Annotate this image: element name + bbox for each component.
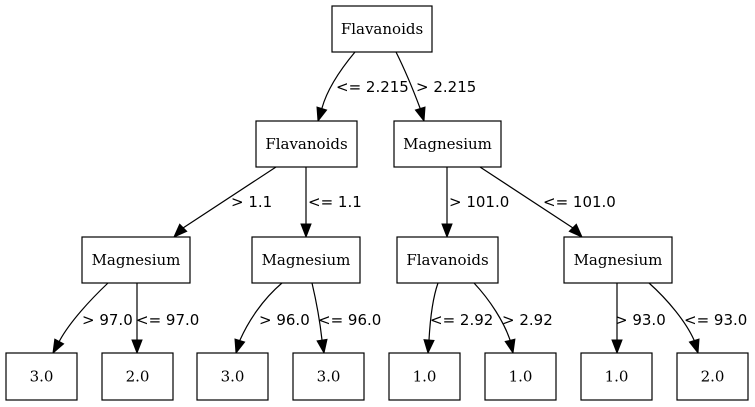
edge-label: <= 93.0: [684, 311, 747, 329]
edge-label: <= 97.0: [136, 311, 199, 329]
arrowhead: [300, 223, 312, 239]
arrowhead: [414, 106, 426, 123]
node-label: 2.0: [701, 368, 725, 386]
edge-line: [239, 282, 283, 341]
edge-line: [428, 282, 439, 341]
edge-label: > 93.0: [615, 311, 666, 329]
split-node-n0: Flavanoids: [331, 5, 433, 53]
split-node-n5: Flavanoids: [396, 236, 499, 284]
edge-n4-n9: > 96.0: [234, 282, 310, 355]
node-label: Flavanoids: [341, 20, 423, 38]
arrowhead: [504, 338, 516, 355]
node-label: 2.0: [126, 368, 150, 386]
edge-label: > 101.0: [449, 193, 509, 211]
node-label: 1.0: [509, 368, 533, 386]
node-box: [563, 236, 673, 284]
edge-label: > 96.0: [259, 311, 310, 329]
edge-label: <= 2.215: [336, 78, 409, 96]
arrowhead: [568, 223, 583, 238]
node-label: 3.0: [30, 368, 54, 386]
edge-n3-n8: <= 97.0: [131, 283, 199, 355]
node-label: Magnesium: [403, 135, 492, 153]
split-node-n6: Magnesium: [563, 236, 673, 284]
arrowhead: [316, 106, 328, 123]
edge-label: <= 96.0: [318, 311, 381, 329]
node-box: [580, 352, 653, 401]
node-label: Magnesium: [92, 251, 181, 269]
node-box: [101, 352, 174, 401]
arrowhead: [611, 339, 623, 355]
arrowhead: [131, 339, 143, 355]
arrowhead: [441, 223, 453, 239]
split-node-n2: Magnesium: [393, 120, 502, 168]
node-label: Magnesium: [262, 251, 351, 269]
leaf-node-n9: 3.0: [196, 352, 269, 401]
edge-n1-n4: <= 1.1: [300, 167, 362, 239]
node-label: Flavanoids: [406, 251, 488, 269]
node-label: Flavanoids: [265, 135, 347, 153]
arrowhead: [316, 338, 328, 355]
leaf-node-n10: 3.0: [292, 352, 365, 401]
edge-n6-n13: > 93.0: [611, 283, 666, 355]
split-node-n3: Magnesium: [81, 236, 191, 284]
edge-n3-n7: > 97.0: [52, 282, 133, 355]
edges-layer: <= 2.215 > 2.215 > 1.1 <= 1.1 > 101.0 <= 101.…: [52, 51, 747, 355]
split-node-n4: Magnesium: [251, 236, 361, 284]
leaf-node-n11: 1.0: [388, 352, 461, 401]
edge-n2-n6: <= 101.0: [479, 166, 616, 238]
node-label: 3.0: [317, 368, 341, 386]
node-box: [196, 352, 269, 401]
arrowhead: [173, 223, 188, 238]
edge-line: [321, 51, 356, 109]
node-label: 3.0: [221, 368, 245, 386]
node-box: [255, 120, 358, 168]
node-label: 1.0: [413, 368, 437, 386]
edge-n4-n10: <= 96.0: [311, 282, 381, 355]
edge-n6-n14: <= 93.0: [648, 282, 747, 355]
node-box: [388, 352, 461, 401]
leaf-node-n13: 1.0: [580, 352, 653, 401]
node-label: 1.0: [605, 368, 629, 386]
edge-label: > 1.1: [231, 193, 272, 211]
edge-n1-n3: > 1.1: [173, 166, 277, 238]
edge-label: <= 1.1: [308, 193, 362, 211]
node-box: [676, 352, 749, 401]
edge-line: [648, 282, 695, 341]
node-label: Magnesium: [574, 251, 663, 269]
node-box: [396, 236, 499, 284]
edge-label: > 97.0: [82, 311, 133, 329]
edge-label: <= 2.92: [430, 311, 493, 329]
edge-n2-n5: > 101.0: [441, 167, 509, 239]
edge-n0-n1: <= 2.215: [316, 51, 409, 123]
arrowhead: [688, 338, 700, 355]
node-box: [251, 236, 361, 284]
arrowhead: [423, 339, 435, 355]
leaf-node-n7: 3.0: [5, 352, 78, 401]
edge-label: > 2.215: [416, 78, 476, 96]
edge-n5-n12: > 2.92: [473, 282, 553, 355]
nodes-layer: Flavanoids Flavanoids Magnesium Magnesium Ma…: [5, 5, 749, 401]
arrowhead: [234, 338, 246, 355]
node-box: [292, 352, 365, 401]
edge-label: <= 101.0: [543, 193, 616, 211]
edge-n5-n11: <= 2.92: [423, 282, 493, 355]
node-box: [5, 352, 78, 401]
node-box: [81, 236, 191, 284]
split-node-n1: Flavanoids: [255, 120, 358, 168]
node-box: [393, 120, 502, 168]
node-box: [331, 5, 433, 53]
leaf-node-n12: 1.0: [484, 352, 557, 401]
edge-n0-n2: > 2.215: [395, 51, 476, 123]
node-box: [484, 352, 557, 401]
edge-label: > 2.92: [502, 311, 553, 329]
arrowhead: [52, 338, 65, 355]
edge-line: [395, 51, 421, 109]
edge-line: [58, 282, 109, 342]
leaf-node-n8: 2.0: [101, 352, 174, 401]
leaf-node-n14: 2.0: [676, 352, 749, 401]
